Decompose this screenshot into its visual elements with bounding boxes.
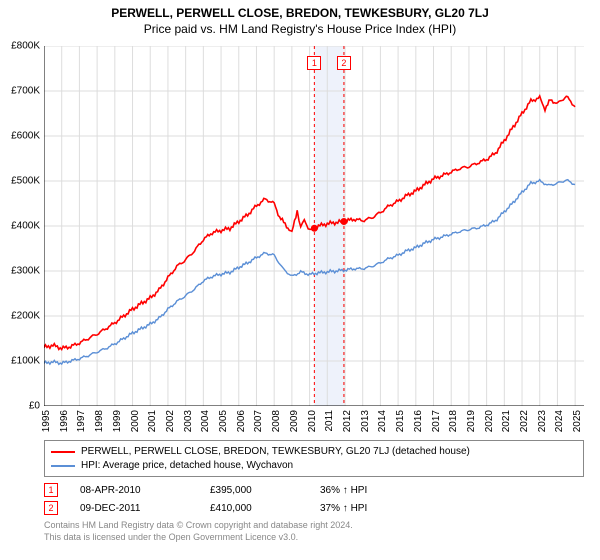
legend-row: PERWELL, PERWELL CLOSE, BREDON, TEWKESBU…: [51, 445, 577, 459]
transaction-row: 1 08-APR-2010£395,00036% ↑ HPI: [44, 483, 584, 497]
transaction-marker: 2: [44, 501, 58, 515]
y-tick-label: £0: [29, 401, 40, 412]
x-tick-label: 1997: [76, 410, 87, 432]
x-tick-label: 2012: [342, 410, 353, 432]
y-tick-label: £100K: [11, 356, 40, 367]
x-tick-label: 2022: [519, 410, 530, 432]
x-tick-label: 2008: [271, 410, 282, 432]
plot-area: £0£100K£200K£300K£400K£500K£600K£700K£80…: [44, 46, 584, 406]
x-tick-label: 2017: [431, 410, 442, 432]
x-tick-label: 2004: [200, 410, 211, 432]
x-tick-label: 2010: [307, 410, 318, 432]
legend-label: HPI: Average price, detached house, Wych…: [81, 459, 293, 473]
x-tick-label: 2020: [484, 410, 495, 432]
licence-line-2: This data is licensed under the Open Gov…: [44, 532, 298, 542]
title-block: PERWELL, PERWELL CLOSE, BREDON, TEWKESBU…: [0, 0, 600, 36]
x-tick-label: 1998: [94, 410, 105, 432]
y-tick-label: £400K: [11, 221, 40, 232]
x-tick-label: 2009: [289, 410, 300, 432]
x-tick-label: 2011: [324, 410, 335, 432]
x-tick-label: 2025: [572, 410, 583, 432]
legend-swatch: [51, 451, 75, 453]
x-tick-label: 2014: [377, 410, 388, 432]
chart-subtitle: Price paid vs. HM Land Registry's House …: [0, 22, 600, 36]
x-tick-label: 1999: [112, 410, 123, 432]
licence-line-1: Contains HM Land Registry data © Crown c…: [44, 520, 353, 530]
transaction-marker: 1: [44, 483, 58, 497]
x-tick-label: 2023: [537, 410, 548, 432]
x-tick-label: 1996: [59, 410, 70, 432]
licence-text: Contains HM Land Registry data © Crown c…: [44, 519, 584, 543]
y-tick-label: £800K: [11, 41, 40, 52]
x-tick-label: 2015: [395, 410, 406, 432]
chart-svg: [44, 46, 584, 406]
chart-title: PERWELL, PERWELL CLOSE, BREDON, TEWKESBU…: [0, 6, 600, 20]
x-tick-label: 2024: [554, 410, 565, 432]
sale-marker: 1: [307, 56, 321, 70]
x-tick-label: 1995: [41, 410, 52, 432]
y-tick-label: £300K: [11, 266, 40, 277]
transaction-diff: 37% ↑ HPI: [320, 503, 440, 514]
x-tick-label: 2006: [236, 410, 247, 432]
transaction-row: 2 09-DEC-2011£410,00037% ↑ HPI: [44, 501, 584, 515]
x-tick-label: 2001: [147, 410, 158, 432]
x-tick-label: 2016: [413, 410, 424, 432]
x-tick-label: 2013: [360, 410, 371, 432]
legend-box: PERWELL, PERWELL CLOSE, BREDON, TEWKESBU…: [44, 440, 584, 477]
transaction-date: 09-DEC-2011: [80, 503, 210, 514]
y-tick-label: £200K: [11, 311, 40, 322]
transaction-price: £410,000: [210, 503, 320, 514]
y-tick-label: £600K: [11, 131, 40, 142]
transaction-date: 08-APR-2010: [80, 485, 210, 496]
transaction-price: £395,000: [210, 485, 320, 496]
sale-marker: 2: [337, 56, 351, 70]
legend-swatch: [51, 465, 75, 467]
legend-row: HPI: Average price, detached house, Wych…: [51, 459, 577, 473]
transaction-diff: 36% ↑ HPI: [320, 485, 440, 496]
x-tick-label: 2018: [448, 410, 459, 432]
x-tick-label: 2002: [165, 410, 176, 432]
y-tick-label: £500K: [11, 176, 40, 187]
legend-label: PERWELL, PERWELL CLOSE, BREDON, TEWKESBU…: [81, 445, 470, 459]
footer-block: PERWELL, PERWELL CLOSE, BREDON, TEWKESBU…: [44, 440, 584, 543]
y-tick-label: £700K: [11, 86, 40, 97]
x-tick-label: 2005: [218, 410, 229, 432]
x-tick-label: 2000: [130, 410, 141, 432]
x-tick-label: 2003: [183, 410, 194, 432]
x-tick-label: 2019: [466, 410, 477, 432]
x-tick-label: 2021: [501, 410, 512, 432]
x-tick-label: 2007: [253, 410, 264, 432]
